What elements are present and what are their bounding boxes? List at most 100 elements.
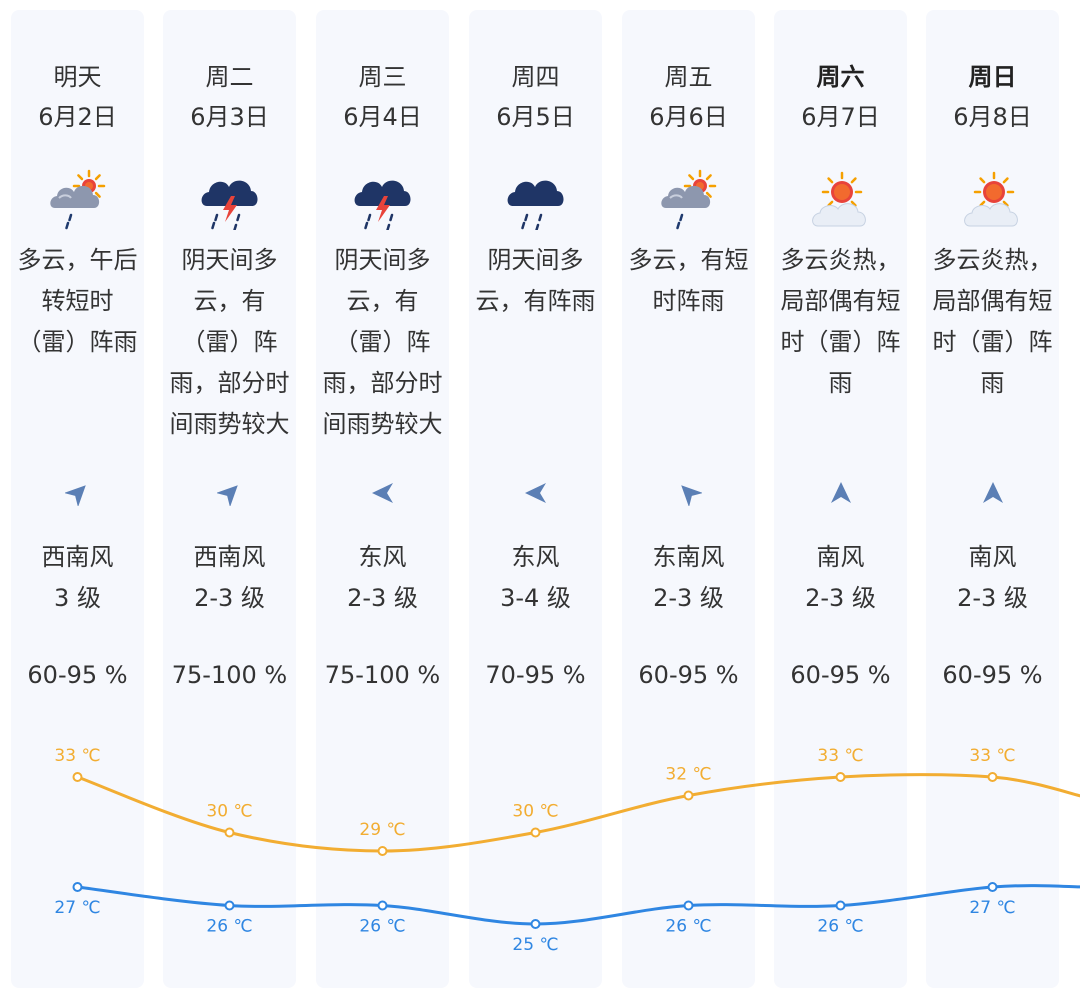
day-label: 明天 (53, 63, 102, 91)
day-label: 周五 (664, 63, 713, 91)
rain-cloud-icon (507, 180, 564, 230)
day-label: 周日 (968, 63, 1017, 91)
weather-description: 多云炎热， 局部偶有短时（雷）阵雨 (776, 240, 905, 404)
low-temperature-point (683, 900, 694, 911)
high-temperature-label: 30 ℃ (512, 802, 558, 822)
wind-direction-arrow-icon (372, 483, 393, 503)
wind-direction-label: 西南风 (193, 543, 266, 571)
sun-cloud-icon (964, 171, 1018, 227)
weather-description: 多云，午后 转短时 （雷）阵雨 (13, 240, 142, 363)
weather-description-line: 时（雷）阵 (932, 328, 1053, 356)
wind-level-label: 2-3 级 (653, 584, 724, 612)
weather-description-line: （雷）阵 (181, 328, 278, 356)
humidity-label: 60-95 % (790, 661, 891, 689)
weather-description-line: 雨，部分时 (322, 369, 443, 397)
low-temperature-point (224, 900, 235, 911)
weather-description: 阴天间多 云，有 （雷）阵 雨，部分时 间雨势较大 (165, 240, 294, 445)
wind-level-label: 2-3 级 (805, 584, 876, 612)
forecast-day-column: 周六 6月7日多云炎热， 局部偶有短时（雷）阵雨南风 2-3 级 60-95 % (774, 10, 907, 988)
wind-direction-arrow-icon (217, 485, 238, 506)
weather-description-line: 阴天间多 (487, 246, 584, 274)
high-temperature-label: 32 ℃ (665, 765, 711, 785)
low-temperature-label: 27 ℃ (969, 898, 1015, 918)
low-temperature-point (377, 900, 388, 911)
weather-description-line: 局部偶有短 (780, 287, 901, 315)
wind-direction-label: 南风 (816, 543, 865, 571)
low-temperature-label: 26 ℃ (359, 917, 405, 937)
wind-direction-label: 东风 (511, 543, 560, 571)
weather-description: 多云炎热， 局部偶有短 时（雷）阵雨 (928, 240, 1057, 404)
date-label: 6月8日 (953, 103, 1032, 131)
forecast-day-column: 周四 6月5日阴天间多云，有阵雨东风 3-4 级 70-95 % (469, 10, 602, 988)
high-temperature-point (530, 827, 541, 838)
date-label: 6月5日 (496, 103, 575, 131)
weather-description-line: （雷）阵 (334, 328, 431, 356)
wind-direction-label: 西南风 (41, 543, 114, 571)
weather-description-line: 时（雷）阵 (780, 328, 901, 356)
forecast-day-column: 周五 6月6日 多云，有短 时阵雨 东南风 2-3 级 60-95 % (622, 10, 755, 988)
cloudy-sun-rain-icon (50, 169, 106, 230)
day-label: 周二 (205, 63, 254, 91)
high-temperature-line (76, 773, 1080, 853)
low-temperature-point (987, 882, 998, 892)
day-label: 周六 (816, 63, 865, 91)
weather-description-line: 雨 (980, 369, 1005, 397)
wind-direction-arrow-icon (983, 482, 1003, 503)
weather-description-line: 云，有 (193, 287, 266, 315)
weather-description-line: 间雨势较大 (169, 410, 290, 438)
wind-direction-arrow-icon (65, 485, 86, 506)
high-temperature-label: 33 ℃ (54, 746, 100, 766)
high-temperature-point (683, 790, 694, 801)
weather-description: 阴天间多云，有 （雷）阵雨，部分时间雨势较大 (318, 240, 447, 445)
weather-description: 阴天间多云，有阵雨 (471, 240, 600, 322)
high-temperature-label: 33 ℃ (817, 746, 863, 766)
weather-description-line: 转短时 (41, 287, 114, 315)
wind-level-label: 3 级 (54, 584, 101, 612)
forecast-day-column: 周三 6月4日 阴天间多 云，有 （雷）阵 雨，部分时 间雨势较大 东风 2-3 级 75-100… (316, 10, 449, 988)
high-temperature-point (835, 772, 846, 782)
low-temperature-label: 26 ℃ (665, 917, 711, 937)
wind-level-label: 2-3 级 (347, 584, 418, 612)
wind-direction-arrow-icon (831, 482, 851, 503)
low-temperature-line (77, 884, 1080, 926)
humidity-label: 75-100 % (171, 661, 288, 689)
weather-description-line: 多云炎热， (780, 246, 901, 274)
weather-description-line: 云，有 (346, 287, 419, 315)
humidity-label: 75-100 % (324, 661, 441, 689)
wind-direction-arrow-icon (681, 485, 702, 506)
weather-description-line: 雨，部分时 (169, 369, 290, 397)
low-temperature-point (530, 919, 541, 929)
date-label: 6月2日 (38, 103, 117, 131)
wind-level-label: 2-3 级 (957, 584, 1028, 612)
thunderstorm-icon (354, 180, 411, 230)
date-label: 6月6日 (649, 103, 728, 131)
sun-cloud-icon (812, 171, 866, 227)
low-temperature-label: 25 ℃ (512, 935, 558, 955)
date-label: 6月7日 (801, 103, 880, 131)
humidity-label: 60-95 % (27, 661, 128, 689)
weather-description-line: 多云，有短 (628, 246, 749, 274)
high-temperature-label: 33 ℃ (969, 746, 1015, 766)
high-temperature-label: 29 ℃ (359, 820, 405, 840)
wind-direction-label: 东风 (358, 543, 407, 571)
weather-description-line: 阴天间多 (334, 246, 431, 274)
low-temperature-point (72, 882, 83, 892)
forecast-day-column: 周日 6月8日 多云炎热， 局部偶有短 时（雷）阵雨南风 2-3 级 60-95 % (926, 10, 1059, 988)
weather-description-line: 云，有阵雨 (475, 287, 596, 315)
low-temperature-label: 27 ℃ (54, 898, 100, 918)
wind-level-label: 3-4 级 (500, 584, 571, 612)
weather-description-line: 时阵雨 (652, 287, 725, 315)
wind-direction-label: 南风 (968, 543, 1017, 571)
forecast-day-column: 明天 6月2日 多云，午后 转短时 （雷）阵雨 西南风 3 级 60-95 % (11, 10, 144, 988)
cloudy-sun-rain-icon (661, 169, 717, 230)
weather-description-line: 间雨势较大 (322, 410, 443, 438)
high-temperature-label: 30 ℃ (206, 802, 252, 822)
high-temperature-point (224, 827, 235, 838)
weather-description-line: 雨 (828, 369, 853, 397)
day-label: 周四 (511, 63, 560, 91)
weather-description-line: （雷）阵雨 (17, 328, 138, 356)
weather-description-line: 局部偶有短 (932, 287, 1053, 315)
humidity-label: 70-95 % (485, 661, 586, 689)
